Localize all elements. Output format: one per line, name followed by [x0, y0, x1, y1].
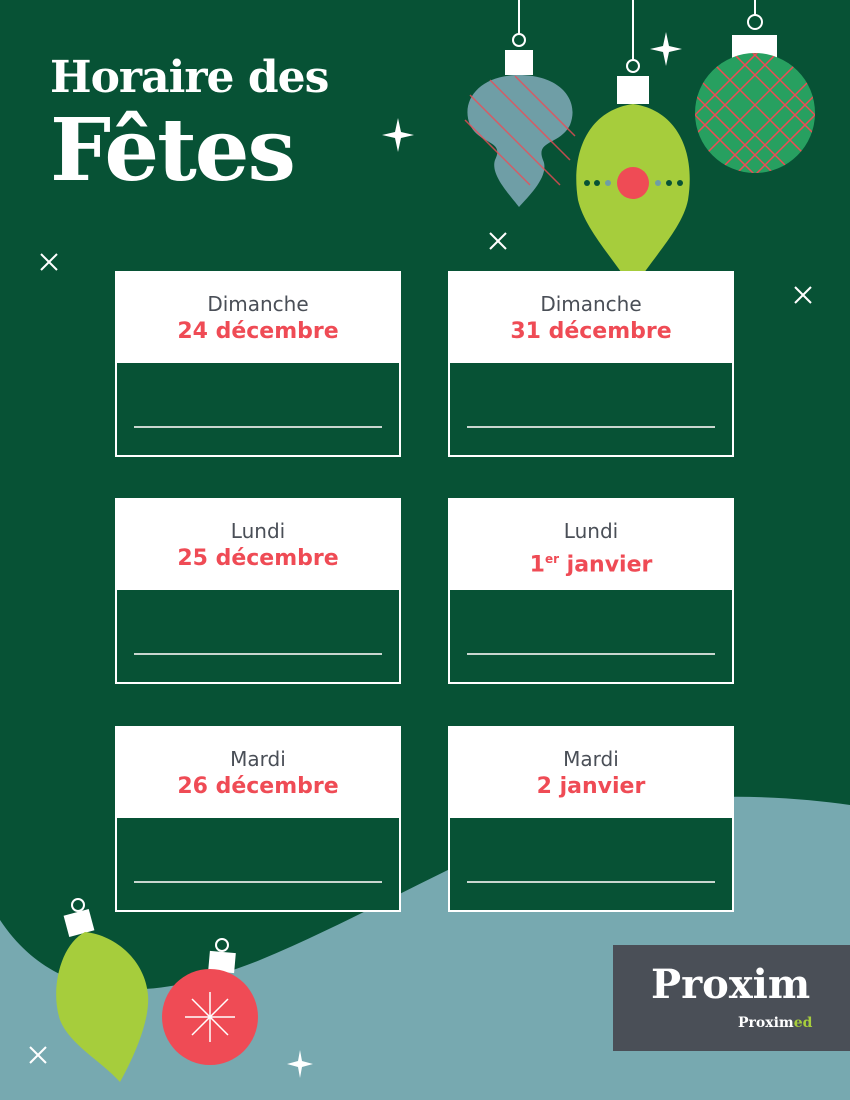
day-label: Mardi — [563, 747, 619, 771]
logo-sub-c: ed — [793, 1015, 813, 1031]
schedule-card: Dimanche 24 décembre — [115, 271, 401, 457]
logo-sub-b: im — [773, 1015, 794, 1031]
day-label: Dimanche — [207, 292, 309, 316]
schedule-card: Mardi 2 janvier — [448, 726, 734, 912]
logo-main: Proxim — [651, 961, 811, 1008]
day-label: Lundi — [230, 519, 286, 543]
logo-sub-a: Prox — [738, 1015, 774, 1031]
schedule-card: Dimanche 31 décembre — [448, 271, 734, 457]
schedule-card: Lundi 25 décembre — [115, 498, 401, 684]
day-label: Mardi — [230, 747, 286, 771]
date-label: 1er janvier — [450, 544, 732, 580]
date-label: 31 décembre — [510, 319, 672, 344]
date-month: janvier — [559, 552, 653, 578]
date-label: 2 janvier — [536, 774, 646, 799]
date-number: 1 — [529, 552, 545, 578]
ornament-lime-bottom-icon — [56, 898, 149, 1082]
date-label: 25 décembre — [177, 546, 339, 571]
date-label: 26 décembre — [177, 774, 339, 799]
hours-line — [134, 426, 382, 428]
hours-line — [467, 653, 715, 655]
hours-line — [134, 881, 382, 883]
ornament-green-icon — [695, 0, 815, 173]
logo-sub: Proximed — [738, 1015, 812, 1031]
date-superscript: er — [544, 552, 559, 566]
ornament-teal-icon — [464, 0, 576, 207]
day-label: Lundi — [563, 519, 619, 543]
hours-line — [467, 426, 715, 428]
date-label: 24 décembre — [177, 319, 339, 344]
schedule-card: Mardi 26 décembre — [115, 726, 401, 912]
sparkle-icons — [287, 32, 682, 1078]
hours-line — [467, 881, 715, 883]
title-line-1: Horaire des — [50, 52, 329, 103]
schedule-card: Lundi 1er janvier — [448, 498, 734, 684]
cross-sparkle-icons — [29, 232, 812, 1064]
day-label: Dimanche — [540, 292, 642, 316]
ornament-red-icon — [162, 938, 258, 1065]
ornament-lime-icon — [576, 0, 690, 290]
proxim-logo: Proxim Proximed — [613, 945, 850, 1051]
page-title: Fêtes — [50, 100, 296, 201]
hours-line — [134, 653, 382, 655]
